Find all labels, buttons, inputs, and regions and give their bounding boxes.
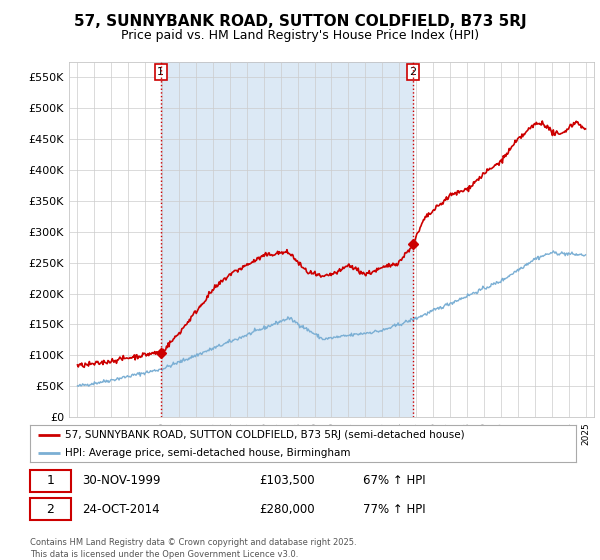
- Text: 24-OCT-2014: 24-OCT-2014: [82, 503, 160, 516]
- Text: Price paid vs. HM Land Registry's House Price Index (HPI): Price paid vs. HM Land Registry's House …: [121, 29, 479, 42]
- Text: 57, SUNNYBANK ROAD, SUTTON COLDFIELD, B73 5RJ: 57, SUNNYBANK ROAD, SUTTON COLDFIELD, B7…: [74, 14, 526, 29]
- Text: 67% ↑ HPI: 67% ↑ HPI: [363, 474, 425, 487]
- Text: 1: 1: [157, 67, 164, 77]
- Text: 2: 2: [409, 67, 416, 77]
- Text: HPI: Average price, semi-detached house, Birmingham: HPI: Average price, semi-detached house,…: [65, 448, 351, 458]
- Text: 77% ↑ HPI: 77% ↑ HPI: [363, 503, 425, 516]
- Text: 30-NOV-1999: 30-NOV-1999: [82, 474, 160, 487]
- Text: 57, SUNNYBANK ROAD, SUTTON COLDFIELD, B73 5RJ (semi-detached house): 57, SUNNYBANK ROAD, SUTTON COLDFIELD, B7…: [65, 430, 465, 440]
- Text: 1: 1: [47, 474, 55, 487]
- FancyBboxPatch shape: [30, 470, 71, 492]
- FancyBboxPatch shape: [30, 498, 71, 520]
- Text: Contains HM Land Registry data © Crown copyright and database right 2025.
This d: Contains HM Land Registry data © Crown c…: [30, 538, 356, 559]
- Bar: [161, 62, 413, 417]
- Text: 2: 2: [47, 503, 55, 516]
- Text: £280,000: £280,000: [259, 503, 315, 516]
- Text: £103,500: £103,500: [259, 474, 315, 487]
